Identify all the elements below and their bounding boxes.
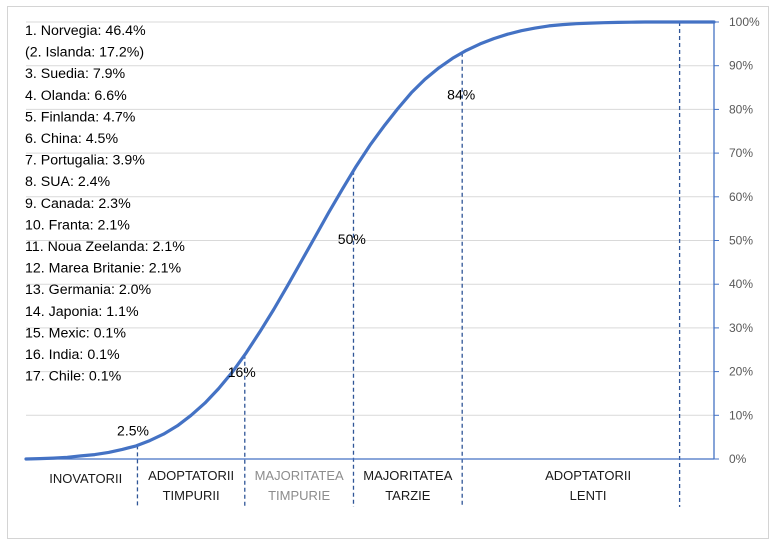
annotation-label: 16% — [228, 364, 256, 380]
y-tick-label: 60% — [729, 190, 753, 204]
segment-label: TIMPURII — [163, 488, 220, 503]
segment-label: TIMPURIE — [268, 488, 330, 503]
segment-dividers — [136, 22, 681, 507]
segment-label: TARZIE — [385, 488, 431, 503]
y-tick-label: 50% — [729, 234, 753, 248]
annotations: 2.5% 16% 50% 84% — [117, 87, 475, 439]
country-list-item: 3. Suedia: 7.9% — [25, 66, 126, 82]
country-list-item: 13. Germania: 2.0% — [25, 282, 152, 298]
segment-label: ADOPTATORII — [545, 468, 631, 483]
y-tick-label: 80% — [729, 102, 753, 116]
y-axis: 0% 10% 20% 30% 40% 50% 60% 70% 80% 90% 100% — [26, 15, 760, 466]
country-list-item: 14. Japonia: 1.1% — [25, 304, 139, 320]
country-list-item: 1. Norvegia: 46.4% — [25, 23, 146, 39]
chart-frame — [7, 6, 769, 539]
country-list-item: 10. Franta: 2.1% — [25, 217, 130, 233]
country-list-item: 5. Finlanda: 4.7% — [25, 109, 136, 125]
segment-label: MAJORITATEA — [255, 468, 344, 483]
y-tick-label: 90% — [729, 59, 753, 73]
country-list: 1. Norvegia: 46.4% (2. Islanda: 17.2%) 3. … — [25, 23, 185, 385]
gridlines — [26, 21, 714, 416]
annotation-label: 2.5% — [117, 423, 149, 439]
country-list-item: 11. Noua Zeelanda: 2.1% — [25, 239, 185, 255]
annotation-label: 84% — [447, 87, 475, 103]
country-list-item: 4. Olanda: 6.6% — [25, 88, 127, 104]
series-layer — [24, 20, 716, 461]
annotation-label: 50% — [338, 231, 366, 247]
segment-label: LENTI — [570, 488, 607, 503]
y-tick-label: 0% — [729, 452, 747, 466]
country-list-item: 7. Portugalia: 3.9% — [25, 153, 145, 169]
y-tick-label: 20% — [729, 365, 753, 379]
y-tick-label: 10% — [729, 408, 753, 422]
country-list-item: 15. Mexic: 0.1% — [25, 325, 126, 341]
segment-labels: INOVATORII ADOPTATORII TIMPURII MAJORITATEA… — [49, 468, 631, 503]
country-list-item: 8. SUA: 2.4% — [25, 174, 111, 190]
y-tick-label: 40% — [729, 277, 753, 291]
country-list-item: 16. India: 0.1% — [25, 347, 120, 363]
country-list-item: (2. Islanda: 17.2%) — [25, 45, 144, 61]
segment-label: ADOPTATORII — [148, 468, 234, 483]
country-list-item: 17. Chile: 0.1% — [25, 369, 122, 385]
segment-label: INOVATORII — [49, 471, 122, 486]
segment-label: MAJORITATEA — [363, 468, 452, 483]
adoption-curve-line — [24, 20, 716, 461]
y-tick-label: 70% — [729, 146, 753, 160]
country-list-item: 12. Marea Britanie: 2.1% — [25, 261, 182, 277]
country-list-item: 6. China: 4.5% — [25, 131, 118, 147]
country-list-item: 9. Canada: 2.3% — [25, 196, 131, 212]
y-tick-label: 30% — [729, 321, 753, 335]
y-tick-label: 100% — [729, 15, 760, 29]
